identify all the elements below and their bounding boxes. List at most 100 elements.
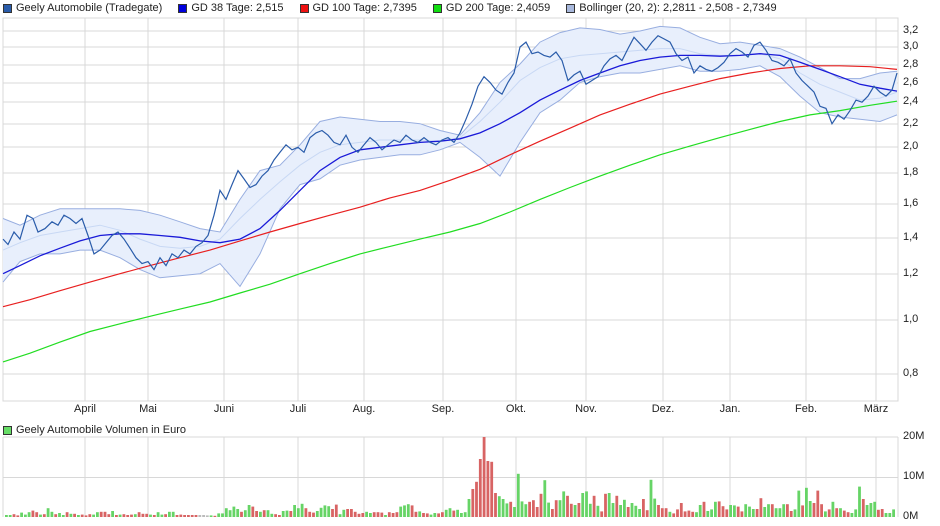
legend-swatch-gd38 (178, 3, 188, 13)
volume-bar (626, 507, 630, 517)
volume-bar (323, 505, 327, 517)
volume-bar (342, 509, 346, 517)
volume-bar (259, 511, 262, 517)
volume-bar (744, 504, 748, 517)
volume-bar (877, 509, 880, 517)
volume-bar (77, 515, 80, 517)
volume-legend[interactable]: Geely Automobile Volumen in Euro (3, 423, 186, 437)
volume-bar (562, 491, 566, 517)
volume-bar (327, 506, 331, 517)
volume-bar (827, 509, 831, 517)
volume-bar (763, 507, 767, 517)
x-tick-label: Juni (213, 403, 235, 415)
volume-y-tick: 0M (903, 510, 919, 522)
volume-bar (403, 505, 406, 517)
volume-bar (520, 501, 524, 517)
volume-bar (285, 510, 289, 517)
volume-bar (58, 513, 61, 517)
volume-bar (482, 437, 486, 517)
volume-bar (425, 513, 429, 517)
volume-bar (596, 505, 600, 517)
volume-bar (164, 514, 167, 517)
gd100-line (2, 65, 898, 308)
volume-bar (588, 503, 592, 517)
volume-bar (319, 507, 323, 517)
x-tick-label: Nov. (575, 403, 597, 415)
volume-bar (816, 490, 820, 517)
price-y-tick: 2,2 (903, 117, 919, 129)
price-y-tick: 2,4 (903, 95, 919, 107)
price-chart (2, 17, 899, 402)
volume-bar (558, 500, 562, 517)
volume-bar (509, 501, 513, 517)
volume-bar (725, 509, 729, 517)
legend-item-price[interactable]: Geely Automobile (Tradegate) (3, 2, 162, 14)
volume-bar (372, 512, 376, 517)
legend-item-gd38[interactable]: GD 38 Tage: 2,515 (178, 2, 284, 14)
x-tick-label: Jan. (719, 403, 741, 415)
volume-bar (202, 515, 205, 517)
volume-bar (748, 506, 751, 517)
volume-bar (831, 501, 835, 517)
price-y-tick: 1,6 (903, 197, 919, 209)
volume-bar (698, 505, 702, 517)
legend-item-gd100[interactable]: GD 100 Tage: 2,7395 (299, 2, 417, 14)
legend-swatch-gd100 (299, 3, 309, 13)
volume-bar (657, 505, 660, 517)
volume-bar (736, 506, 740, 517)
volume-bar (789, 511, 793, 517)
volume-bar (452, 510, 456, 517)
volume-bar (24, 514, 27, 517)
volume-bar (623, 499, 626, 517)
volume-bar (486, 461, 490, 517)
volume-bar (805, 487, 808, 517)
bollinger-lower-line (2, 65, 898, 288)
volume-bar (251, 506, 255, 517)
legend-label-gd200: GD 200 Tage: 2,4059 (445, 2, 551, 14)
volume-bar (145, 513, 149, 517)
volume-bar (414, 511, 418, 517)
price-y-tick: 0,8 (903, 367, 919, 379)
price-y-tick: 1,0 (903, 313, 919, 325)
volume-bar (638, 509, 641, 517)
volume-bar (642, 499, 645, 517)
legend-label-gd100: GD 100 Tage: 2,7395 (312, 2, 417, 14)
volume-bar (179, 514, 183, 517)
volume-bar (774, 508, 778, 517)
volume-bar (243, 510, 247, 517)
volume-bar (448, 508, 452, 517)
price-y-tick: 3,2 (903, 24, 919, 36)
volume-bar (255, 511, 258, 517)
volume-bar (835, 508, 839, 517)
volume-bar (228, 510, 232, 517)
volume-bar (581, 493, 585, 517)
legend-item-bollinger[interactable]: Bollinger (20, 2): 2,2811 - 2,508 - 2,73… (566, 2, 777, 14)
volume-bar (759, 498, 763, 517)
chart-legend: Geely Automobile (Tradegate) GD 38 Tage:… (3, 1, 793, 15)
volume-bar (444, 509, 448, 517)
volume-bar (653, 498, 657, 517)
volume-bar (357, 513, 361, 517)
volume-bar (751, 509, 755, 517)
price-y-tick: 3,0 (903, 40, 919, 52)
volume-bar (289, 511, 293, 517)
volume-bar (888, 513, 892, 517)
volume-bar (217, 513, 221, 517)
volume-bar (175, 515, 179, 517)
volume-bar (729, 505, 732, 517)
volume-bar (497, 496, 501, 517)
legend-item-gd200[interactable]: GD 200 Tage: 2,4059 (432, 2, 551, 14)
volume-bar (39, 514, 42, 517)
volume-bar (607, 493, 611, 517)
volume-bar (315, 511, 319, 517)
volume-bar (133, 514, 137, 517)
volume-bar (604, 493, 607, 517)
volume-bar (600, 511, 604, 517)
volume-bar (551, 509, 554, 517)
volume-bar (46, 508, 50, 517)
volume-bar (547, 502, 550, 517)
volume-bar (824, 511, 827, 517)
volume-bar (676, 509, 679, 517)
volume-bar (679, 503, 683, 517)
volume-bar (687, 510, 691, 517)
